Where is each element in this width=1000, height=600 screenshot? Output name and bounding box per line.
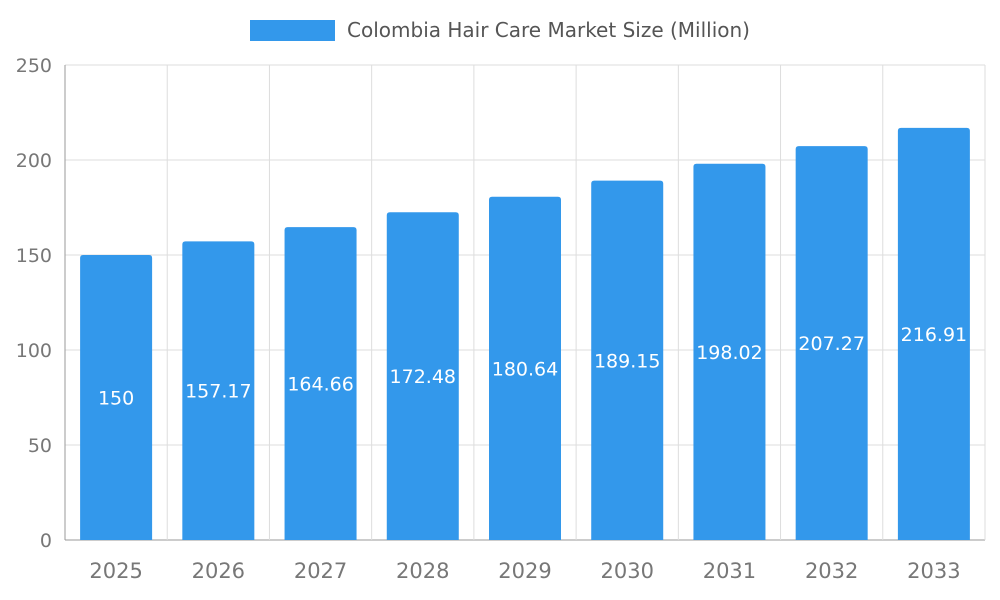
x-tick-label: 2031 [703,559,756,583]
bar[interactable] [693,163,766,540]
y-tick-label: 50 [28,435,52,457]
legend-label: Colombia Hair Care Market Size (Million) [347,18,750,42]
legend-swatch [250,19,336,41]
bar-value-label: 216.91 [901,324,967,346]
bar[interactable] [284,227,357,540]
bar[interactable] [795,146,868,540]
bar-value-label: 150 [98,388,134,410]
bar[interactable] [386,212,459,540]
y-tick-label: 250 [16,55,52,77]
bar[interactable] [897,127,970,540]
bar-value-label: 207.27 [798,333,864,355]
x-tick-label: 2027 [294,559,347,583]
x-tick-label: 2026 [192,559,245,583]
x-tick-label: 2032 [805,559,858,583]
y-tick-label: 100 [16,340,52,362]
bar[interactable] [182,241,255,540]
bar-value-label: 164.66 [287,374,353,396]
bar-value-label: 172.48 [390,366,456,388]
bar[interactable] [591,180,664,541]
bar[interactable] [489,196,561,540]
bar-value-label: 198.02 [696,342,762,364]
x-tick-label: 2030 [600,559,653,583]
legend[interactable]: Colombia Hair Care Market Size (Million) [0,18,1000,42]
bar-value-label: 189.15 [594,350,660,372]
bar-value-label: 180.64 [492,358,558,380]
y-tick-label: 200 [16,150,52,172]
bar-value-label: 157.17 [185,381,251,403]
x-tick-label: 2028 [396,559,449,583]
y-tick-label: 0 [40,530,52,552]
x-tick-label: 2025 [89,559,142,583]
y-tick-label: 150 [16,245,52,267]
x-tick-label: 2029 [498,559,551,583]
x-tick-label: 2033 [907,559,960,583]
bar[interactable] [80,255,153,540]
